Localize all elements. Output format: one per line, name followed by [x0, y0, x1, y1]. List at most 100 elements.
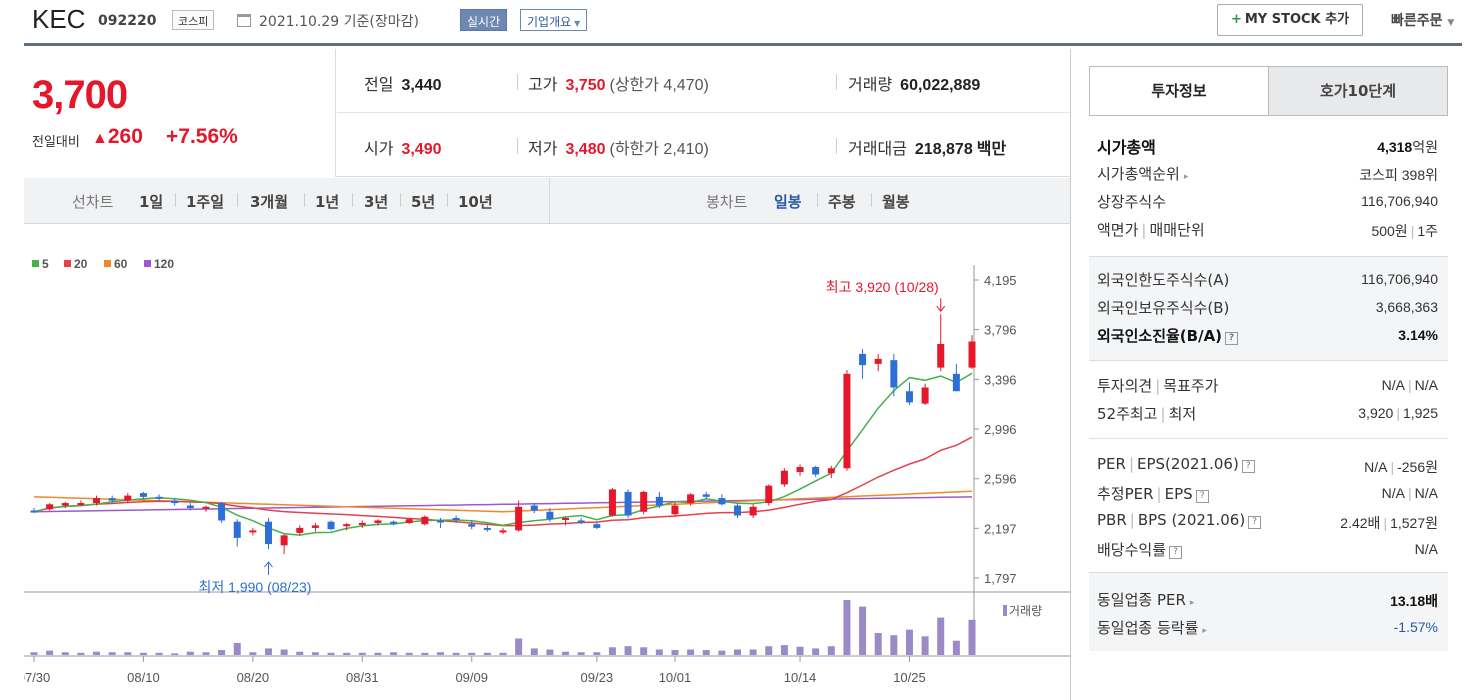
pbr-bps-label: PBR | BPS (2021.06)? — [1097, 511, 1262, 529]
market-cap-value: 4,318 — [1377, 139, 1413, 155]
sector-chg-link[interactable]: 동일업종 등락률 ▸ — [1097, 617, 1207, 638]
candle-body — [796, 467, 804, 472]
x-tick-label: 08/20 — [237, 670, 270, 685]
period-monthly[interactable]: 월봉 — [882, 193, 910, 211]
est-per-label: 추정PER — [1097, 485, 1154, 503]
candle-body — [749, 506, 757, 516]
chevron-down-icon: ▼ — [1447, 18, 1455, 28]
cap-rank-label: 시가총액순위 — [1097, 165, 1180, 183]
volume-bar — [327, 652, 335, 655]
help-icon[interactable]: ? — [1195, 490, 1209, 503]
divider — [817, 193, 818, 207]
legend-swatch-ma60 — [104, 260, 111, 267]
volume-bar — [937, 617, 945, 655]
volume-bar — [265, 648, 272, 655]
legend-swatch-ma120 — [144, 260, 151, 267]
company-name: KEC — [32, 4, 86, 34]
section-sector: 동일업종 PER ▸ 13.18배 동일업종 등락률 ▸ -1.57% — [1089, 572, 1448, 651]
period-1w[interactable]: 1주일 — [186, 193, 225, 211]
help-icon[interactable]: ? — [1225, 332, 1239, 345]
company-overview-dropdown[interactable]: 기업개요 ▼ — [520, 9, 588, 31]
chart-period-bar: 선차트 1일 1주일 3개월 1년 3년 5년 10년 봉차트 일봉 주봉 월봉 — [24, 178, 1070, 224]
period-5y[interactable]: 5년 — [411, 193, 436, 211]
candle-body — [358, 522, 366, 525]
volume-bar — [343, 652, 351, 655]
price-summary: 3,700 전일대비 ▲260 +7.56% 전일 3,440 고가 3,750 (상… — [24, 49, 1070, 177]
x-tick-label: 09/23 — [581, 670, 614, 685]
volume-bar — [530, 648, 538, 655]
candle-body — [296, 527, 304, 533]
candle-body — [311, 525, 319, 528]
foreign-limit-label: 외국인한도주식수(A) — [1097, 271, 1230, 289]
realtime-button[interactable]: 실시간 — [460, 9, 508, 31]
candle-body — [530, 505, 538, 511]
volume-bar — [874, 633, 882, 655]
day-low: 저가 3,480 (하한가 2,410) — [528, 135, 709, 159]
divider — [517, 74, 518, 90]
opinion-value: N/A — [1381, 377, 1406, 393]
period-1y[interactable]: 1년 — [315, 193, 340, 211]
period-daily[interactable]: 일봉 — [774, 193, 802, 211]
quick-order-dropdown[interactable]: 빠른주문 ▼ — [1391, 10, 1454, 30]
period-3y[interactable]: 3년 — [364, 193, 389, 211]
low-label: 저가 — [528, 141, 558, 158]
volume-bar — [687, 649, 695, 655]
volume-legend-label: 거래량 — [1009, 604, 1042, 618]
y-tick-label: 3,796 — [984, 323, 1017, 338]
volume-bar — [640, 647, 648, 655]
candle-body — [702, 494, 710, 497]
candle-body — [483, 527, 491, 530]
w52-low-value: 1,925 — [1402, 405, 1438, 421]
legend-label-ma5: 5 — [42, 257, 49, 271]
section-opinion: 투자의견 | 목표주가 N/A | N/A 52주최고 | 최저 3,920 | 1,925 — [1089, 360, 1448, 438]
bps-value: 1,527원 — [1390, 515, 1438, 531]
period-weekly[interactable]: 주봉 — [828, 193, 856, 211]
candle-body — [30, 510, 38, 513]
help-icon[interactable]: ? — [1248, 516, 1262, 529]
candle-body — [937, 343, 945, 368]
current-price-cell: 3,700 전일대비 ▲260 +7.56% — [24, 49, 336, 177]
est-eps-label: EPS — [1164, 485, 1193, 503]
candle-body — [859, 353, 867, 366]
help-icon[interactable]: ? — [1169, 546, 1183, 559]
period-3m[interactable]: 3개월 — [250, 193, 289, 211]
add-mystock-button[interactable]: + MY STOCK 추가 — [1217, 4, 1363, 36]
candle-body — [46, 504, 54, 510]
period-10y[interactable]: 10년 — [458, 193, 493, 211]
candle-body — [843, 373, 851, 469]
candle-body — [421, 516, 429, 525]
tab-invest-info[interactable]: 투자정보 — [1089, 66, 1269, 116]
per-value: N/A — [1364, 459, 1388, 475]
volume-bar — [843, 600, 851, 655]
trade-amount: 거래대금 218,878 백만 — [848, 135, 1006, 159]
candle-body — [655, 496, 663, 506]
face-label: 액면가 — [1097, 221, 1139, 239]
tab-hoga-10[interactable]: 호가10단계 — [1268, 66, 1448, 116]
opinion-label: 투자의견 — [1097, 377, 1153, 395]
sector-per-link[interactable]: 동일업종 PER ▸ — [1097, 589, 1194, 610]
candle-body — [905, 391, 913, 403]
candle-body — [499, 530, 507, 533]
candle-body — [827, 468, 835, 474]
chevron-right-icon: ▸ — [1183, 172, 1189, 182]
per-label: PER — [1097, 455, 1126, 473]
volume-value: 60,022,889 — [900, 77, 981, 94]
eps-label: EPS(2021.06) — [1137, 455, 1239, 473]
volume-bar — [296, 651, 304, 655]
face-unit-value: 500원 | 1주 — [1371, 223, 1438, 239]
market-cap: 4,318억원 — [1377, 137, 1438, 157]
volume-bar — [249, 652, 257, 655]
candlestick-chart[interactable]: 5 20 60 120 4,195 3,796 3,396 2,996 2,596 2,197 1,… — [24, 245, 1070, 700]
open-price: 시가 3,490 — [364, 135, 442, 159]
volume-bar — [734, 649, 741, 655]
cap-rank-link[interactable]: 시가총액순위 ▸ — [1097, 163, 1188, 184]
y-tick-label: 2,197 — [984, 521, 1017, 536]
help-icon[interactable]: ? — [1241, 460, 1255, 473]
y-tick-label: 4,195 — [984, 273, 1017, 288]
change-amount: 260 — [107, 125, 143, 148]
period-1d[interactable]: 1일 — [139, 193, 164, 211]
volume-bar — [968, 619, 976, 655]
change-percent: +7.56% — [166, 125, 238, 148]
info-panel: 투자정보 호가10단계 시가총액 4,318억원 시가총액순위 ▸ 코스피 398… — [1070, 49, 1462, 700]
volume-bar — [452, 652, 460, 655]
